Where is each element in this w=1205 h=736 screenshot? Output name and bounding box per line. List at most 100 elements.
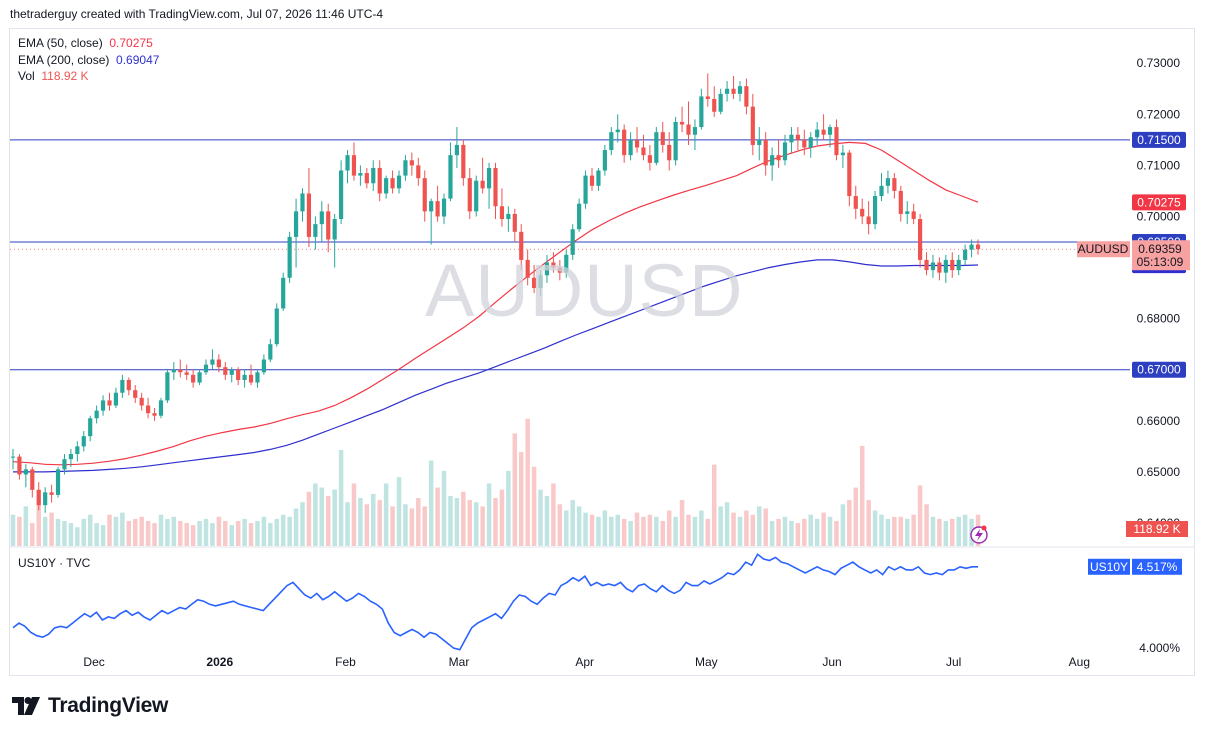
us10y-value-label: 4.517% [1137, 560, 1178, 574]
us10y-polyline [12, 553, 978, 651]
candle-body [860, 208, 865, 217]
volume-bar [892, 516, 897, 546]
candle-body [557, 267, 562, 273]
time-tick-label: Aug [1069, 655, 1090, 669]
volume-bar [686, 514, 691, 546]
volume-bar [486, 483, 492, 546]
ema200-legend[interactable]: EMA (200, close) 0.69047 [18, 52, 159, 69]
candle-body [737, 86, 743, 94]
volume-bar [834, 520, 839, 546]
volume-bar [609, 516, 614, 546]
candle-body [911, 211, 916, 220]
volume-bar [81, 518, 87, 546]
vol-legend[interactable]: Vol 118.92 K [18, 68, 159, 85]
volume-bar [152, 523, 157, 546]
volume-bar [956, 516, 961, 546]
volume-bar [506, 470, 511, 546]
volume-bar [229, 525, 234, 546]
symbol-tag-bg [1077, 241, 1130, 258]
candle-body [396, 175, 402, 189]
volume-bar [255, 520, 260, 546]
volume-bar [332, 489, 337, 546]
ema50-legend-label: EMA (50, close) [18, 36, 103, 50]
volume-bar [763, 508, 768, 546]
ema50-legend[interactable]: EMA (50, close) 0.70275 [18, 35, 159, 52]
candle-body [216, 359, 221, 368]
candle-body [930, 262, 936, 271]
volume-bar [583, 512, 588, 546]
volume-bar [62, 520, 67, 546]
volume-bar [409, 508, 415, 546]
volume-bar [178, 520, 183, 546]
candle-body [242, 374, 247, 380]
volume-bar [647, 514, 653, 546]
level-badge-bg [1132, 131, 1186, 148]
tradingview-logo[interactable]: TradingView [12, 694, 168, 718]
candle-body [493, 167, 498, 207]
volume-bar [274, 518, 280, 546]
volume-bar [898, 516, 904, 546]
candle-body [403, 160, 408, 176]
volume-bar [634, 512, 640, 546]
volume-bar [570, 500, 575, 546]
candle-body [454, 144, 459, 156]
volume-bar [261, 516, 267, 546]
candle-body [287, 236, 292, 278]
candle-body [281, 277, 286, 309]
volume-bar [422, 506, 427, 546]
volume-badge-bg [1126, 521, 1188, 537]
candle-body [107, 400, 112, 406]
volume-bar [235, 520, 241, 546]
volume-bar [531, 466, 537, 546]
volume-bar [203, 518, 209, 546]
candle-body [30, 469, 35, 490]
candle-body [731, 88, 736, 94]
volume-bar [525, 418, 530, 546]
candle-body [757, 139, 762, 145]
candle-body [300, 193, 305, 212]
price-tick-label: 0.72000 [1137, 107, 1181, 121]
volume-bar [428, 460, 434, 546]
candle-body [55, 469, 61, 495]
candle-body [686, 124, 691, 135]
volume-bar [390, 506, 395, 546]
volume-bar [551, 483, 556, 546]
candle-body [879, 185, 884, 197]
candle-body [602, 150, 607, 171]
lightning-icon-dot [981, 525, 987, 531]
volume-bar [287, 516, 292, 546]
candle-body [429, 201, 434, 212]
candle-body [268, 344, 273, 360]
level-badge-label: 0.67000 [1137, 363, 1181, 377]
volume-bar [100, 525, 106, 546]
candle-body [647, 155, 652, 163]
candle-body [68, 454, 73, 460]
candle-body [853, 196, 858, 209]
volume-bar [512, 433, 518, 546]
candle-body [583, 175, 588, 204]
candle-body [815, 129, 820, 138]
chart-frame[interactable] [9, 28, 1195, 676]
volume-bar [808, 514, 813, 546]
us10y-pane-title[interactable]: US10Y · TVC [18, 556, 91, 570]
volume-bar [403, 504, 408, 546]
candle-body [17, 456, 22, 475]
volume-bar [544, 495, 550, 546]
chart-attribution: thetraderguy created with TradingView.co… [10, 7, 384, 21]
candle-body [963, 249, 968, 260]
candle-body [88, 418, 93, 437]
candle-body [609, 132, 614, 151]
candles [10, 73, 981, 513]
volume-bar [145, 520, 151, 546]
candle-body [178, 369, 183, 373]
candle-body [744, 86, 749, 107]
volume-bar [216, 516, 222, 546]
volume-bar [480, 506, 485, 546]
volume-bar [441, 470, 447, 546]
indicator-badge-bg [1132, 194, 1186, 211]
candle-body [306, 193, 312, 237]
volume-bar [853, 487, 859, 546]
volume-bar [628, 520, 633, 546]
candle-body [120, 379, 125, 393]
